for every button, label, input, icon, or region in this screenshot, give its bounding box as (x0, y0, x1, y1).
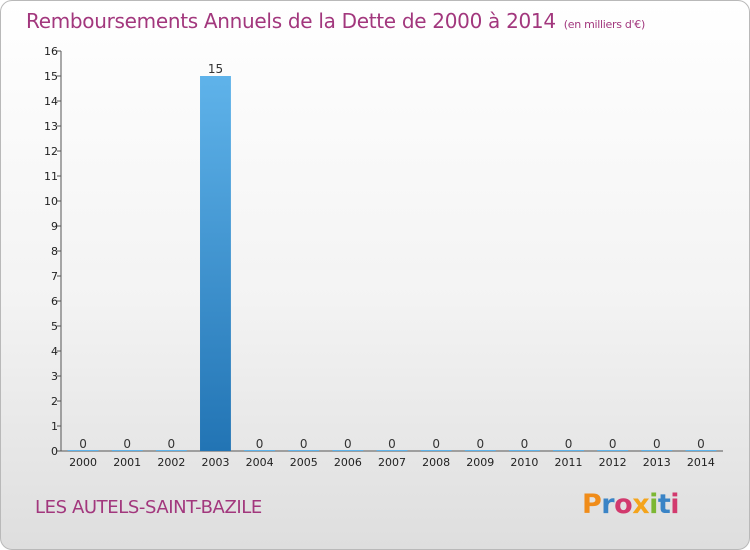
bar-value-label: 0 (609, 437, 617, 451)
x-tick-label: 2000 (69, 456, 97, 469)
bar (111, 450, 143, 451)
bar (332, 450, 364, 451)
y-tick-label: 10 (44, 195, 58, 208)
x-tick-label: 2011 (555, 456, 583, 469)
bar-value-label: 0 (476, 437, 484, 451)
bar (288, 450, 320, 451)
bar (508, 450, 540, 451)
x-tick-label: 2009 (466, 456, 494, 469)
bar-value-label: 0 (432, 437, 440, 451)
bar-value-label: 0 (344, 437, 352, 451)
x-tick-label: 2003 (201, 456, 229, 469)
bar (685, 450, 717, 451)
y-tick-label: 4 (51, 345, 58, 358)
y-tick-label: 14 (44, 95, 58, 108)
logo-letter: o (614, 489, 633, 520)
bar-value-label: 0 (79, 437, 87, 451)
x-tick-label: 2004 (246, 456, 274, 469)
y-tick-label: 1 (51, 420, 58, 433)
bar-value-label: 0 (653, 437, 661, 451)
bar-value-label: 15 (208, 62, 223, 76)
logo-letter: r (601, 489, 615, 520)
y-tick-label: 13 (44, 120, 58, 133)
x-tick-label: 2002 (157, 456, 185, 469)
y-tick-label: 0 (51, 445, 58, 458)
y-tick-label: 8 (51, 245, 58, 258)
y-tick-label: 15 (44, 70, 58, 83)
y-tick-label: 6 (51, 295, 58, 308)
bar-value-label: 0 (168, 437, 176, 451)
x-tick-label: 2006 (334, 456, 362, 469)
bar (200, 76, 231, 451)
x-tick-label: 2010 (510, 456, 538, 469)
bar-value-label: 0 (256, 437, 264, 451)
chart-unit: (en milliers d'€) (563, 18, 645, 31)
y-tick-label: 2 (51, 395, 58, 408)
x-tick-label: 2014 (687, 456, 715, 469)
bar-value-label: 0 (123, 437, 131, 451)
bars (67, 76, 717, 451)
bar-value-label: 0 (521, 437, 529, 451)
logo-letter: x (632, 489, 650, 520)
x-tick-label: 2007 (378, 456, 406, 469)
y-tick-label: 5 (51, 320, 58, 333)
logo-letter: i (670, 489, 680, 520)
bar (597, 450, 629, 451)
bar (464, 450, 496, 451)
chart-title: Remboursements Annuels de la Dette de 20… (26, 9, 645, 33)
x-tick-label: 2001 (113, 456, 141, 469)
y-tick-label: 11 (44, 170, 58, 183)
proxiti-logo: Proxiti (582, 489, 680, 520)
bar-value-label: 0 (565, 437, 573, 451)
x-tick-label: 2008 (422, 456, 450, 469)
x-tick-label: 2005 (290, 456, 318, 469)
x-axis: 2000 2001 2002 2003 2004 2005 2006 2007 2008 2009… (61, 450, 723, 469)
y-tick-label: 12 (44, 145, 58, 158)
y-tick-label: 3 (51, 370, 58, 383)
bar (641, 450, 673, 451)
x-tick-label: 2012 (599, 456, 627, 469)
x-tick-label: 2013 (643, 456, 671, 469)
logo-letter: t (657, 489, 671, 520)
y-tick-label: 7 (51, 270, 58, 283)
bar-value-label: 0 (300, 437, 308, 451)
bar (376, 450, 408, 451)
y-tick-label: 16 (44, 45, 58, 58)
bar (67, 450, 99, 451)
data-labels: 0 0 0 15 0 0 0 0 0 0 0 0 0 0 0 (79, 62, 705, 451)
chart-title-text: Remboursements Annuels de la Dette de 20… (26, 9, 556, 33)
y-tick-label: 9 (51, 220, 58, 233)
bar-value-label: 0 (697, 437, 705, 451)
bar-value-label: 0 (388, 437, 396, 451)
bar (244, 450, 276, 451)
bar (155, 450, 187, 451)
bar (420, 450, 452, 451)
commune-name: LES AUTELS-SAINT-BAZILE (35, 497, 262, 518)
bar (553, 450, 584, 451)
logo-letter: P (582, 489, 602, 520)
logo-letter: i (649, 489, 658, 520)
